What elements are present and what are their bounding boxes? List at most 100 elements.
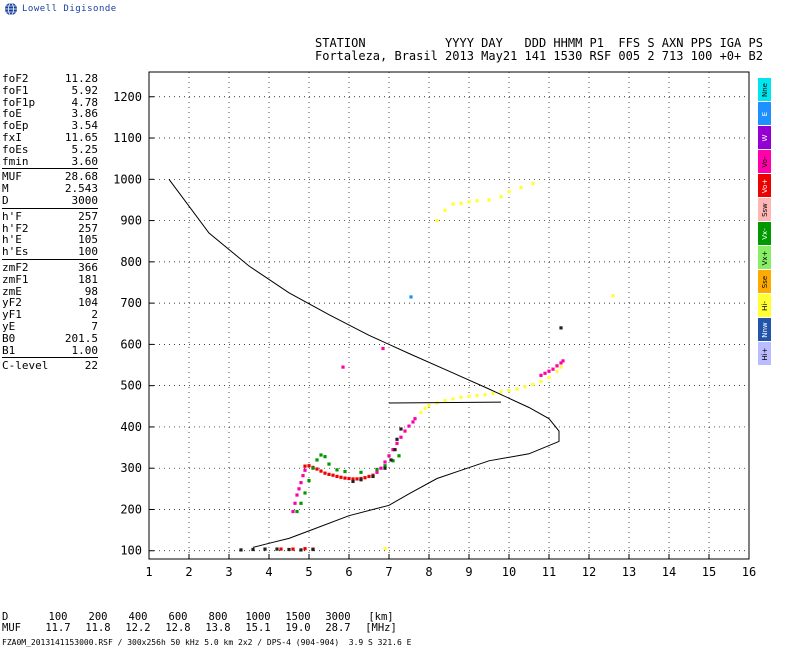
echo-point (419, 410, 423, 415)
echo-point (307, 478, 311, 483)
echo-point (543, 371, 547, 375)
table-cell: 11.8 (85, 622, 111, 634)
echo-point (407, 424, 411, 428)
echo-point (363, 476, 367, 480)
echo-point (559, 326, 563, 330)
param-label: foF2 (2, 72, 29, 85)
echo-point (275, 547, 279, 551)
profile-line (168, 179, 560, 548)
param-row: B0 201.5 (2, 331, 98, 345)
x-tick-label: 6 (345, 565, 352, 579)
legend-item: Vo- (758, 150, 771, 173)
echo-point (397, 454, 401, 458)
legend-label: Nne (760, 82, 769, 97)
echo-point (391, 448, 395, 452)
param-label: foF1p (2, 95, 36, 109)
echo-point (383, 460, 387, 464)
param-label: zmF1 (2, 272, 29, 286)
echo-point (319, 453, 323, 457)
echo-point (559, 361, 563, 365)
echo-point (299, 548, 303, 552)
header-labels: STATION YYYY DAY DDD HHMM P1 FFS S AXN P… (315, 36, 763, 50)
legend-item: Sse (758, 270, 771, 293)
x-tick-label: 9 (465, 565, 472, 579)
echo-point (359, 478, 363, 482)
legend-label: Vo- (760, 155, 769, 168)
echo-point (531, 181, 535, 186)
polarization-legend: Nne E W Vo- Vo+ Ssw Vx- Vx+ Sse Hi- Nnw Hi+ (758, 78, 771, 366)
echo-point (371, 474, 375, 479)
param-row: zmE 98 (2, 285, 98, 298)
legend-item: Nne (758, 78, 771, 101)
param-label: foE (2, 107, 22, 121)
param-separator (2, 357, 98, 359)
legend-label: Vx- (760, 227, 769, 240)
param-label: MUF (2, 170, 22, 184)
x-tick-label: 13 (622, 565, 636, 579)
param-row: MUF 28.68 (2, 171, 98, 183)
param-label: D (2, 193, 9, 207)
table-unit: [km] (368, 611, 394, 623)
echo-point (301, 474, 305, 478)
param-value: 3000 (71, 193, 99, 207)
echo-point (311, 547, 315, 552)
grid-lines (148, 72, 750, 559)
plot-frame (148, 71, 750, 560)
echo-point (559, 365, 563, 369)
param-row: yF2 104 (2, 297, 98, 309)
y-tick-label: 900 (120, 214, 142, 228)
param-label: h'Es (2, 245, 29, 259)
param-label: h'F2 (2, 221, 29, 235)
echo-point (383, 464, 387, 468)
echo-point (467, 200, 471, 204)
param-separator (2, 258, 98, 260)
y-axis-ticks: 100 200 300 400 500 600 700 800 900 1000 1100 1200 (113, 90, 154, 558)
param-label: h'F (2, 209, 22, 223)
table-cell: 1000 (245, 611, 271, 623)
echo-point (459, 201, 463, 205)
param-value: 1.00 (71, 343, 99, 357)
param-label: yE (2, 319, 16, 333)
echo-point (319, 469, 323, 473)
echo-point (413, 417, 417, 421)
legend-label: Hi+ (760, 346, 769, 361)
table-cell: 12.2 (125, 622, 151, 634)
echo-point (331, 473, 335, 477)
param-label: B1 (2, 343, 16, 357)
table-cell: 28.7 (325, 622, 351, 634)
param-value: 201.5 (64, 331, 98, 345)
param-row: fmin 3.60 (2, 154, 98, 168)
y-tick-label: 600 (120, 337, 142, 351)
param-label: fmin (2, 154, 29, 168)
echo-point (287, 547, 291, 552)
echo-point (291, 547, 295, 551)
param-row: h'F 257 (2, 209, 98, 223)
echo-point (299, 501, 303, 505)
echo-point (303, 491, 307, 495)
echo-point (295, 509, 299, 514)
legend-item: Ssw (758, 198, 771, 221)
y-tick-label: 400 (120, 420, 142, 434)
table-cell: 13.8 (205, 622, 231, 634)
param-row: foEs 5.25 (2, 143, 98, 156)
table-cell: 1500 (285, 611, 311, 623)
x-tick-label: 3 (225, 565, 232, 579)
legend-label: Ssw (760, 202, 769, 217)
param-label: M (2, 182, 9, 196)
table-cell: 200 (88, 611, 108, 623)
echo-point (435, 218, 439, 223)
legend-item: E (758, 102, 771, 125)
echo-point (323, 455, 327, 459)
ionogram-plot: 100200300400500600700800900100011001200 … (113, 71, 756, 579)
echo-point (395, 441, 399, 446)
param-label: foF1 (2, 83, 29, 97)
echo-point (251, 547, 255, 552)
echo-point (551, 367, 555, 371)
echo-point (355, 477, 359, 481)
echo-point (393, 448, 397, 452)
echo-point (297, 487, 301, 491)
table-cell: 100 (48, 611, 68, 623)
echo-point (327, 462, 331, 466)
echo-point (375, 470, 379, 474)
echo-traces (239, 181, 615, 552)
